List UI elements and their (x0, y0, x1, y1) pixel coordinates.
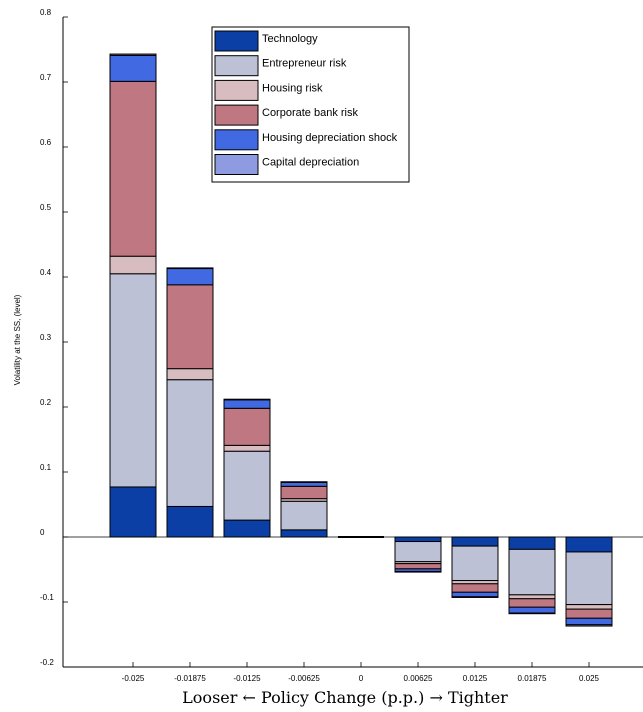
x-tick-label: -0.01875 (174, 674, 206, 683)
bar-segment (451, 591, 499, 598)
bar-segment (451, 545, 499, 582)
bar-segment (565, 536, 613, 553)
legend-swatch (214, 104, 259, 126)
x-tick-label: -0.025 (122, 674, 145, 683)
bar-segment (166, 368, 214, 381)
bar-segment (166, 284, 214, 370)
y-tick-label: 0.7 (40, 73, 52, 82)
bar-segment (280, 500, 328, 531)
bar-segment (166, 267, 214, 270)
x-tick-label: -0.0125 (233, 674, 261, 683)
x-tick-label: -0.00625 (288, 674, 320, 683)
y-tick-label: 0 (40, 528, 45, 537)
y-tick-label: 0.8 (40, 8, 52, 17)
ticks: -0.2 -0.1 0 0.1 0.2 0.3 0.4 0.5 0.6 0.7 0.8 -0.025 -… (40, 8, 600, 683)
legend-label: Corporate bank risk (262, 107, 358, 119)
bar-segment (508, 606, 556, 614)
bar-segment (166, 505, 214, 538)
x-tick-label: 0.0125 (463, 674, 488, 683)
bar-segment (508, 536, 556, 550)
x-tick-label: 0 (359, 674, 364, 683)
bar-segment (109, 54, 157, 82)
x-axis-label: Looser ← Policy Change (p.p.) → Tighter (182, 688, 508, 707)
bar-segment (394, 563, 442, 570)
y-tick-label: -0.2 (40, 658, 54, 667)
legend-label: Housing risk (262, 82, 323, 94)
bar-segment (223, 399, 271, 409)
bar-segment (166, 379, 214, 507)
bar-segment (223, 398, 271, 401)
bar-segment (109, 53, 157, 56)
legend-swatch (214, 129, 259, 151)
bar-segment (508, 548, 556, 596)
bar-segment (166, 268, 214, 286)
legend-box (211, 26, 410, 183)
bar-segment (565, 604, 613, 610)
legend-swatch (214, 55, 259, 77)
bar-segment (394, 570, 442, 573)
legend-label: Entrepreneur risk (262, 58, 347, 70)
x-tick-label: 0.01875 (518, 674, 547, 683)
bar-segment (109, 273, 157, 488)
bar-segment (223, 519, 271, 538)
legend-label: Housing depreciation shock (262, 132, 398, 144)
bar-segment (451, 596, 499, 598)
y-tick-label: -0.1 (40, 593, 54, 602)
x-tick-label: 0.025 (579, 674, 600, 683)
legend: Technology Entrepreneur risk Housing risk C… (211, 26, 410, 183)
bar-segment (508, 598, 556, 608)
legend-swatch (214, 30, 259, 52)
bar-segment (280, 481, 328, 483)
legend-swatch (214, 79, 259, 101)
bar-segment (109, 486, 157, 538)
bar-segment (508, 612, 556, 615)
y-tick-label: 0.5 (40, 203, 52, 212)
bar-segment (565, 551, 613, 606)
bar-segment (280, 481, 328, 487)
bar-segment (280, 529, 328, 538)
y-tick-label: 0.4 (40, 268, 52, 277)
bar-segment (280, 485, 328, 500)
y-axis-label: Volatility at the SS, (level) (13, 294, 22, 385)
bar-segment (508, 594, 556, 600)
bar-segment (394, 536, 442, 543)
bar-segment (565, 624, 613, 627)
bar-segment (565, 617, 613, 626)
bar-segment (451, 583, 499, 593)
bar-segment (451, 536, 499, 547)
bar-segment (223, 407, 271, 446)
bar-segment (109, 255, 157, 275)
x-tick-label: 0.00625 (404, 674, 433, 683)
legend-label: Capital depreciation (262, 157, 359, 169)
bar-segment (565, 608, 613, 619)
y-tick-label: 0.1 (40, 463, 52, 472)
bar-segment (109, 80, 157, 257)
y-tick-label: 0.3 (40, 333, 52, 342)
y-tick-label: 0.6 (40, 138, 52, 147)
y-tick-label: 0.2 (40, 398, 52, 407)
legend-swatch (214, 154, 259, 175)
bar-segment (223, 450, 271, 521)
bars (109, 53, 613, 627)
bar-segment (394, 541, 442, 563)
legend-label: Technology (262, 33, 318, 45)
bar-segment (223, 444, 271, 452)
